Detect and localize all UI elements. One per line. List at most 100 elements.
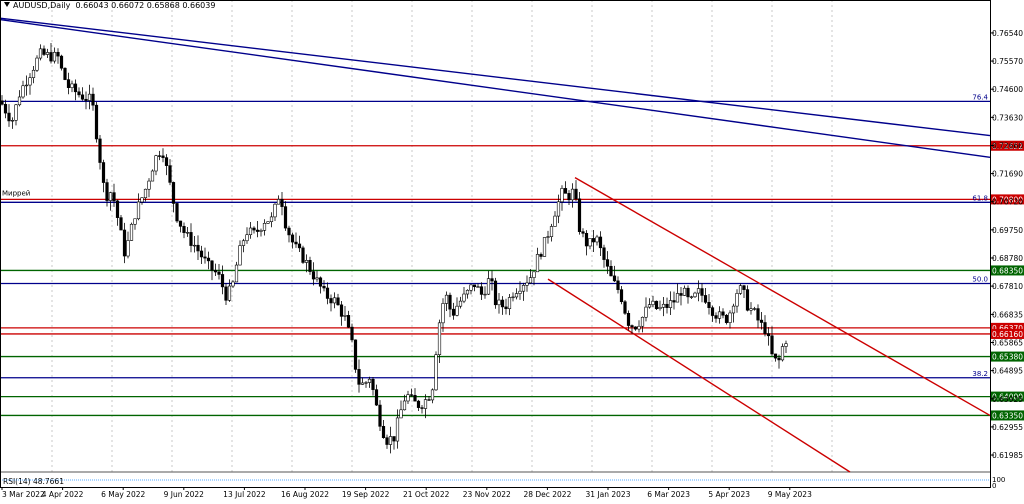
- price-tick-label: 0.71690: [992, 170, 1023, 179]
- date-tick-label: 19 Sep 2022: [342, 490, 390, 499]
- candle-body: [626, 313, 631, 326]
- date-tick-label: 31 Jan 2023: [586, 490, 631, 499]
- candle-body: [619, 289, 624, 303]
- candle-body: [686, 287, 690, 298]
- candle-body: [535, 254, 540, 273]
- candle-body: [168, 165, 172, 183]
- price-tick-label: 0.72660: [992, 141, 1023, 150]
- candle-body: [462, 293, 466, 302]
- candle-body: [703, 295, 708, 303]
- candle-body: [154, 155, 158, 172]
- candle-body: [346, 315, 351, 328]
- candle-body: [143, 188, 148, 199]
- candle-body: [738, 285, 743, 294]
- date-tick-label: 4 Apr 2022: [42, 490, 84, 499]
- candle-body: [752, 308, 757, 310]
- candle-body: [38, 48, 43, 59]
- chart-menu-icon[interactable]: [4, 2, 10, 7]
- price-axis: 0.76540 0.75570 0.74600 0.73630 0.72660 0.716…: [990, 29, 1023, 460]
- candle-body: [745, 289, 750, 311]
- fib-level-label: 50.0: [972, 276, 988, 284]
- trendline[interactable]: [574, 177, 991, 417]
- candle-body: [343, 315, 347, 317]
- candle-body: [178, 220, 183, 227]
- candle-body: [395, 417, 400, 442]
- candle-body: [3, 103, 8, 114]
- candle-body: [633, 326, 638, 330]
- candle-body: [427, 399, 431, 401]
- candle-body: [238, 245, 242, 266]
- candle-body: [654, 300, 659, 310]
- candle-body: [742, 285, 746, 290]
- candle-body: [630, 325, 634, 328]
- candle-body: [329, 298, 333, 304]
- candle-body: [609, 265, 613, 277]
- candle-body: [682, 287, 687, 296]
- candle-body: [756, 308, 760, 321]
- trendline[interactable]: [0, 18, 991, 159]
- candle-body: [273, 203, 277, 218]
- price-tick-label: 0.66835: [992, 310, 1023, 319]
- candle-body: [49, 52, 53, 62]
- candle-body: [675, 293, 680, 303]
- candle-body: [437, 322, 442, 355]
- candle-body: [266, 221, 270, 224]
- candle-body: [280, 199, 284, 207]
- candle-body: [528, 277, 533, 284]
- candle-body: [749, 308, 753, 311]
- candle-body: [112, 192, 116, 202]
- candle-body: [518, 290, 522, 294]
- candle-body: [385, 437, 389, 445]
- candle-body: [479, 286, 484, 295]
- candle-body: [668, 300, 673, 308]
- candle-body: [735, 293, 739, 307]
- price-tick-label: 0.67810: [992, 282, 1023, 291]
- candle-body: [189, 232, 193, 246]
- candle-body: [175, 203, 179, 222]
- candle-body: [332, 297, 337, 304]
- candle-body: [63, 67, 67, 80]
- candle-body: [17, 96, 22, 106]
- level-price-label: 0.72652: [992, 142, 1023, 151]
- candle-body: [602, 247, 606, 260]
- candle-body: [647, 304, 652, 308]
- level-price-label: 0.65380: [992, 353, 1023, 362]
- candle-body: [45, 52, 50, 55]
- candle-body: [304, 260, 309, 263]
- trendline[interactable]: [0, 17, 991, 137]
- level-price-label: 0.66370: [992, 324, 1023, 333]
- trendlines: [0, 17, 991, 473]
- date-tick-label: 3 Mar 2022: [2, 490, 45, 499]
- candle-body: [521, 285, 526, 292]
- trendline[interactable]: [547, 278, 851, 473]
- level-price-tag: [990, 322, 1024, 333]
- candle-body: [672, 300, 676, 303]
- candle-body: [378, 404, 382, 427]
- candle-body: [59, 55, 64, 69]
- candle-body: [21, 85, 25, 98]
- candle-body: [717, 311, 722, 319]
- price-tick-label: 0.62955: [992, 423, 1023, 432]
- candle-body: [724, 314, 729, 323]
- candle-body: [504, 306, 508, 310]
- price-tick-label: 0.76540: [992, 29, 1023, 38]
- candle-body: [101, 162, 106, 183]
- candle-body: [287, 227, 291, 236]
- candle-body: [234, 264, 239, 283]
- candle-body: [108, 192, 113, 201]
- candle-body: [679, 293, 683, 296]
- candle-body: [350, 326, 354, 341]
- candle-body: [651, 300, 655, 305]
- candle-body: [227, 285, 232, 301]
- candle-body: [199, 250, 204, 258]
- candle-body: [374, 389, 379, 406]
- date-tick-label: 23 Nov 2022: [463, 490, 511, 499]
- candle-body: [612, 275, 617, 282]
- candle-body: [640, 316, 645, 327]
- candle-body: [637, 325, 641, 330]
- candle-body: [322, 285, 326, 289]
- candle-body: [539, 254, 543, 257]
- candle-body: [413, 395, 417, 402]
- candle-body: [224, 286, 228, 301]
